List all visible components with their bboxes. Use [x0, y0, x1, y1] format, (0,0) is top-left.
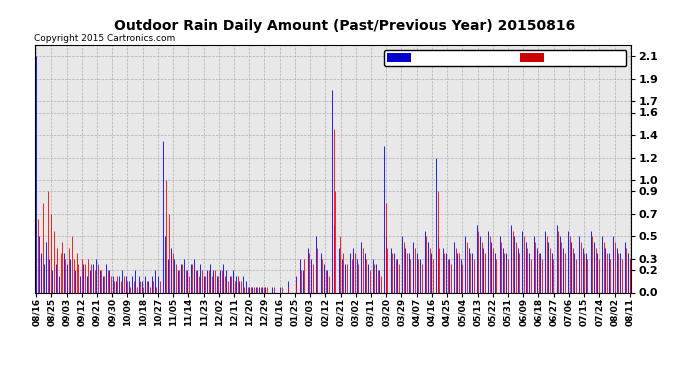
Text: Copyright 2015 Cartronics.com: Copyright 2015 Cartronics.com: [34, 33, 176, 42]
Legend: Previous (Inches), Past (Inches): Previous (Inches), Past (Inches): [384, 50, 627, 66]
Text: Outdoor Rain Daily Amount (Past/Previous Year) 20150816: Outdoor Rain Daily Amount (Past/Previous…: [115, 19, 575, 33]
